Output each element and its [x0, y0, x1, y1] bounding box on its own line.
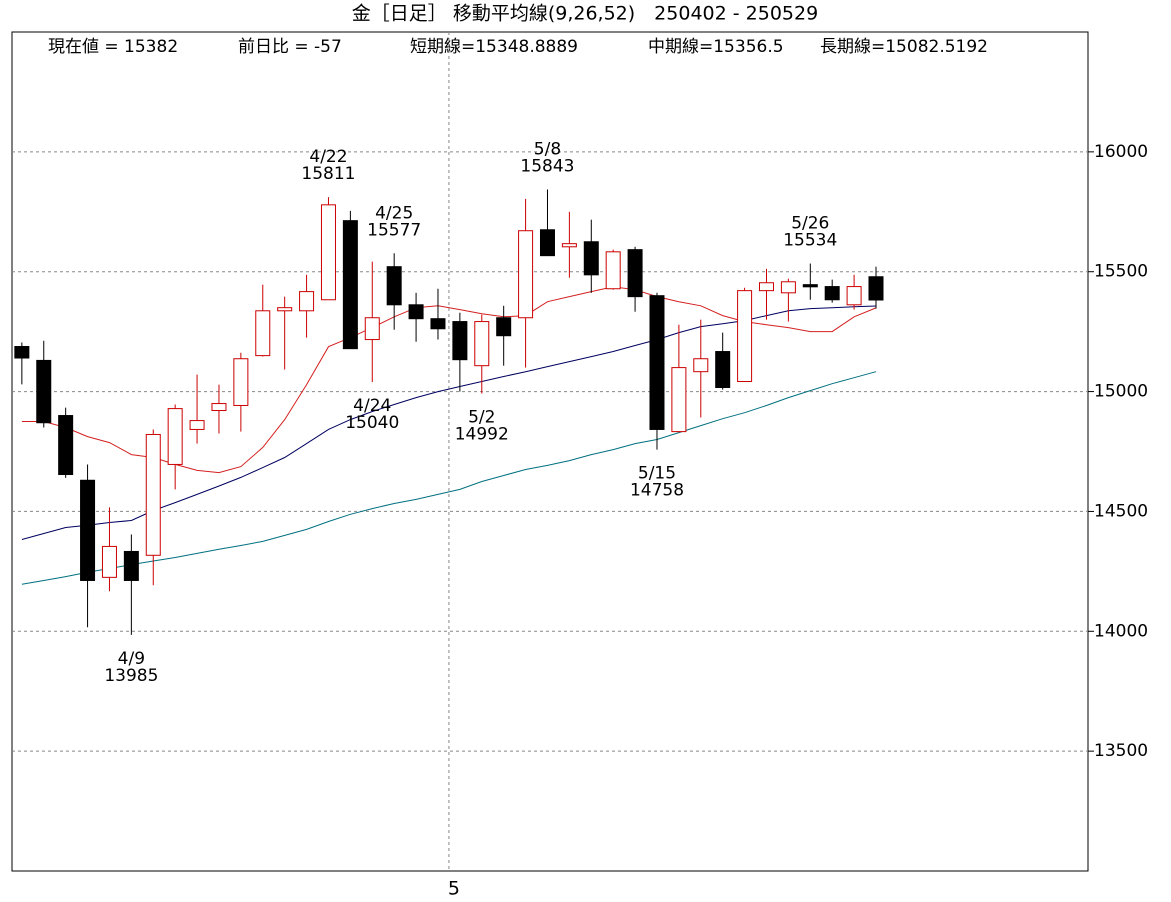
info-item: 現在値 = 15382	[48, 37, 178, 57]
candle-body	[518, 230, 534, 319]
candle-body	[693, 358, 709, 373]
y-tick-label: 14000	[1094, 621, 1148, 641]
candle-body	[627, 249, 643, 298]
annotation-date: 4/25	[375, 203, 413, 223]
y-tick-label: 15500	[1094, 262, 1148, 282]
info-item: 短期線=15348.8889	[410, 37, 578, 57]
candle-body	[868, 276, 884, 301]
candle-body	[145, 433, 161, 556]
candle-body	[320, 204, 336, 301]
candle-body	[299, 291, 315, 312]
candle-body	[583, 241, 599, 276]
info-item: 中期線=15356.5	[648, 37, 784, 57]
candle-body	[824, 286, 840, 301]
annotation-date: 5/15	[638, 464, 676, 484]
info-line: 現在値 = 15382 前日比 = -57 短期線=15348.8889 中期線=15…	[48, 37, 988, 57]
candle-body	[342, 220, 358, 350]
candle-body	[14, 346, 30, 359]
annotation-date: 4/22	[309, 147, 347, 167]
candle-body	[408, 304, 424, 320]
candle-body	[846, 286, 862, 306]
candle-body	[605, 251, 621, 290]
annotation-value: 14992	[455, 424, 509, 444]
annotation-value: 15811	[301, 164, 355, 184]
candle-body	[802, 284, 818, 288]
candle-body	[211, 403, 227, 412]
annotation-date: 5/2	[468, 407, 495, 427]
chart-title: 金［日足］ 移動平均線(9,26,52) 250402 - 250529	[352, 3, 818, 25]
candle-body	[671, 367, 687, 433]
candle-body	[474, 321, 490, 367]
annotation-value: 15843	[520, 156, 574, 176]
candle-body	[80, 479, 96, 581]
candle-body	[58, 415, 74, 476]
candle-body	[758, 282, 774, 292]
annotation-value: 14758	[630, 481, 684, 501]
plot-frame	[11, 31, 1089, 872]
annotation-value: 15040	[345, 413, 399, 433]
candle-body	[496, 317, 512, 337]
annotation-value: 15534	[783, 231, 837, 251]
info-item: 前日比 = -57	[238, 37, 342, 57]
annotation-date: 4/9	[118, 649, 145, 669]
moving-average-line	[21, 305, 877, 540]
candle-body	[561, 243, 577, 248]
candle-body	[780, 281, 796, 294]
candle-body	[649, 295, 665, 430]
candle-body	[255, 310, 271, 357]
annotation-date: 4/24	[353, 396, 391, 416]
info-item: 長期線=15082.5192	[820, 37, 988, 57]
candle-body	[233, 358, 249, 406]
y-tick-label: 16000	[1094, 142, 1148, 162]
candle-body	[715, 351, 731, 388]
y-tick-label: 14500	[1094, 501, 1148, 521]
annotation-date: 5/26	[791, 214, 829, 234]
candle-body	[452, 321, 468, 361]
candle-body	[189, 420, 205, 430]
x-tick-label: 5	[448, 878, 460, 900]
candle-body	[101, 545, 117, 578]
candle-body	[36, 359, 52, 424]
annotation-date: 5/8	[534, 139, 561, 159]
moving-average-line	[21, 286, 877, 474]
annotation-value: 13985	[104, 666, 158, 686]
candle-body	[123, 550, 139, 581]
moving-average-line	[21, 371, 877, 585]
candle-body	[539, 229, 555, 257]
y-tick-label: 13500	[1094, 741, 1148, 761]
annotation-value: 15577	[367, 220, 421, 240]
candle-body	[364, 317, 380, 341]
candle-body	[430, 318, 446, 330]
candle-body	[167, 408, 183, 465]
candle-body	[737, 290, 753, 383]
candle-body	[386, 266, 402, 306]
candle-body	[277, 307, 293, 312]
y-tick-label: 15000	[1094, 382, 1148, 402]
